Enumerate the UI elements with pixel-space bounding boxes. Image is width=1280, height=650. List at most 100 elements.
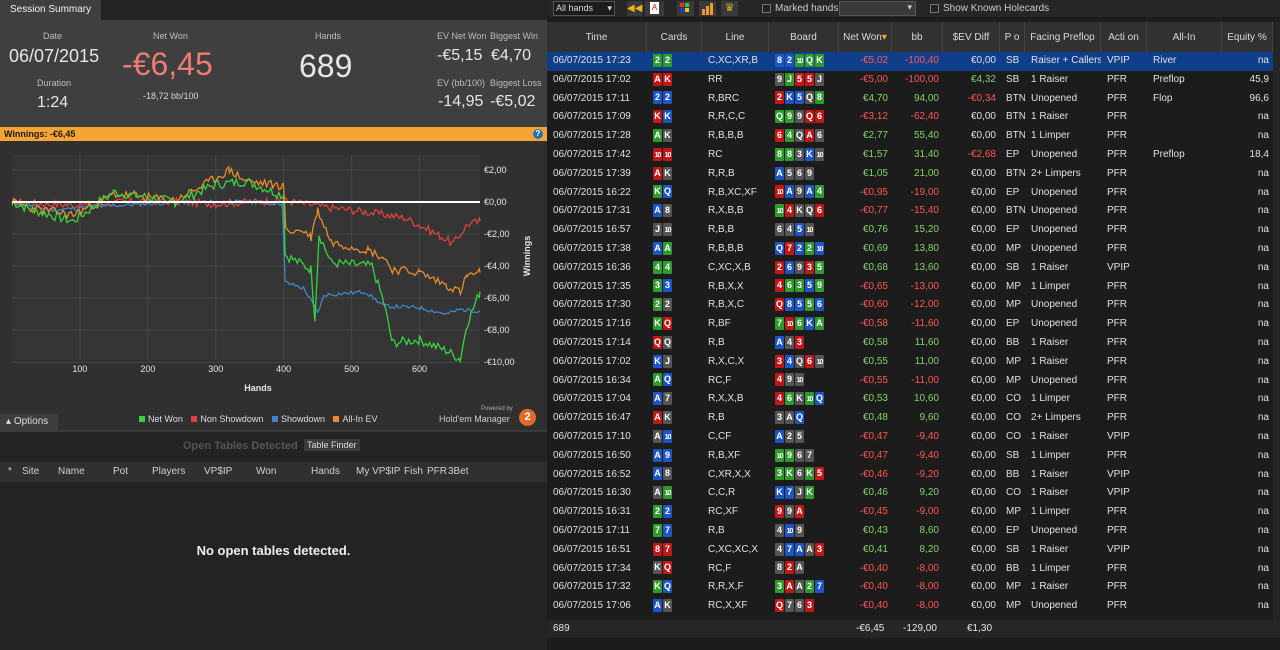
tab-session-summary[interactable]: Session Summary bbox=[0, 0, 102, 20]
options-toggle[interactable]: ▴ Options bbox=[0, 414, 58, 430]
card-icon: 10 bbox=[663, 486, 672, 500]
hand-filter-select[interactable]: All hands ▾ bbox=[553, 1, 615, 16]
hand-row[interactable]: 06/07/2015 17:39 A K R,R,B A 5 6 9 €1,05 21,00 €0,… bbox=[547, 165, 1273, 184]
card-icon: 2 bbox=[653, 505, 662, 519]
open-tables-column-header[interactable]: PFR bbox=[427, 466, 447, 477]
column-header-net[interactable]: Net Won ▾ bbox=[839, 22, 892, 52]
hand-row[interactable]: 06/07/2015 16:22 K Q R,B,XC,XF 10 A 9 A 4 -€0,95-… bbox=[547, 184, 1273, 203]
cell-line: R,B bbox=[708, 525, 725, 536]
hand-row[interactable]: 06/07/2015 17:31 A 8 R,X,B,B 10 4 K Q 6 -€0,77 -15… bbox=[547, 202, 1273, 221]
cell-facing: 1 Limper bbox=[1031, 280, 1070, 292]
hand-row[interactable]: 06/07/2015 17:11 2 2 R,BRC 2 K 5 Q 8 €4,70 94,00 -€… bbox=[547, 90, 1273, 109]
column-header-facing[interactable]: Facing Preflop bbox=[1025, 22, 1101, 52]
legend-allin-ev[interactable]: All-In EV bbox=[333, 414, 378, 424]
card-icon: 9 bbox=[795, 260, 804, 274]
open-tables-column-header[interactable]: Hands bbox=[311, 466, 340, 477]
open-tables-column-header[interactable]: Name bbox=[58, 466, 85, 477]
cell-pos: SB bbox=[1006, 73, 1020, 85]
show-holecards-checkbox[interactable] bbox=[930, 4, 939, 13]
hand-row[interactable]: 06/07/2015 16:34 A Q RC,F 4 9 10 -€0,55 -11,00 €0… bbox=[547, 372, 1273, 391]
hand-row[interactable]: 06/07/2015 17:14 Q Q R,B A 4 3 €0,58 11,60 €0,00 B… bbox=[547, 334, 1273, 353]
trophy-icon[interactable]: ♛ bbox=[721, 1, 738, 16]
hand-row[interactable]: 06/07/2015 16:30 A 10 C,C,R K 7 J K €0,46 9,20 €0,… bbox=[547, 484, 1273, 503]
cell-line: R,B bbox=[708, 412, 725, 424]
open-tables-column-header[interactable]: Pot bbox=[113, 466, 129, 477]
card-icon: K bbox=[775, 486, 784, 500]
open-tables-column-header[interactable]: Won bbox=[256, 466, 277, 477]
column-header-equity[interactable]: Equity % bbox=[1222, 22, 1273, 52]
card-icon: 5 bbox=[785, 166, 794, 180]
hand-row[interactable]: 06/07/2015 16:50 A 9 R,B,XF 10 9 6 7 -€0,47 -9,40… bbox=[547, 447, 1273, 466]
marked-hands-checkbox[interactable] bbox=[762, 4, 771, 13]
column-header-ev[interactable]: $EV Diff bbox=[943, 22, 1000, 52]
column-header-cards[interactable]: Cards bbox=[647, 22, 702, 52]
cell-facing: 1 Limper bbox=[1031, 562, 1070, 574]
hand-row[interactable]: 06/07/2015 17:34 K Q RC,F 8 2 A -€0,40 -8,00 €0,0… bbox=[547, 560, 1273, 579]
cell-action: PFR bbox=[1107, 562, 1127, 574]
hand-row[interactable]: 06/07/2015 17:30 2 2 R,B,X,C Q 8 5 5 6 -€0,60 -12,… bbox=[547, 296, 1273, 315]
column-header-pos[interactable]: P o bbox=[1000, 22, 1025, 52]
vertical-scrollbar[interactable] bbox=[1273, 22, 1280, 638]
cell-pos: SB bbox=[1006, 261, 1020, 273]
hand-row[interactable]: 06/07/2015 17:35 3 3 R,B,X,X 4 6 3 5 9 -€0,65 -13,… bbox=[547, 278, 1273, 297]
open-tables-column-header[interactable]: 3Bet bbox=[448, 466, 469, 477]
hand-row[interactable]: 06/07/2015 16:57 J 10 R,B,B 6 4 5 10 €0,76 15,20 €… bbox=[547, 221, 1273, 240]
marked-hands-select[interactable]: ▾ bbox=[839, 1, 916, 16]
hand-row[interactable]: 06/07/2015 17:04 A 7 R,X,X,B 4 6 K 10 Q €0,53 10,6… bbox=[547, 390, 1273, 409]
hand-row[interactable]: 06/07/2015 17:02 K J R,X,C,X 3 4 Q 6 10 €0,55 11,0… bbox=[547, 353, 1273, 372]
cell-ev: €4,32 bbox=[970, 73, 996, 85]
y-tick-label: -€2,00 bbox=[484, 229, 510, 239]
cell-bb: -11,60 bbox=[911, 318, 939, 330]
bar-chart-icon[interactable] bbox=[699, 1, 716, 16]
cell-allin: River bbox=[1153, 55, 1177, 66]
cell-time: 06/07/2015 17:09 bbox=[553, 111, 631, 123]
open-tables-column-header[interactable]: My VP$IP bbox=[356, 466, 401, 477]
y-tick-label: €2,00 bbox=[484, 165, 507, 175]
cards-icon[interactable]: A bbox=[645, 1, 664, 16]
open-tables-column-header[interactable]: Fish bbox=[404, 466, 423, 477]
column-header-allin[interactable]: All-In bbox=[1147, 22, 1222, 52]
hand-row[interactable]: 06/07/2015 17:11 7 7 R,B 4 10 9 €0,43 8,60 €0,00 E… bbox=[547, 522, 1273, 541]
hand-row[interactable]: 06/07/2015 16:52 A 8 C,XR,X,X 3 K 6 K 5 -€0,46 -9,… bbox=[547, 466, 1273, 485]
legend-showdown[interactable]: Showdown bbox=[271, 414, 325, 424]
open-tables-column-header[interactable]: Players bbox=[152, 466, 186, 477]
horizontal-scrollbar[interactable] bbox=[547, 638, 1273, 650]
hand-row[interactable]: 06/07/2015 17:16 K Q R,BF 7 10 6 K A -€0,58 -11,60… bbox=[547, 315, 1273, 334]
open-tables-column-header[interactable]: VP$IP bbox=[204, 466, 233, 477]
y-axis-label: Winnings bbox=[522, 236, 532, 276]
cell-action: VPIP bbox=[1107, 261, 1130, 273]
open-tables-column-header[interactable]: * bbox=[8, 466, 12, 477]
table-finder-button[interactable]: Table Finder bbox=[304, 439, 360, 451]
cell-time: 06/07/2015 17:23 bbox=[553, 55, 631, 66]
legend-net-won[interactable]: Net Won bbox=[139, 414, 183, 424]
hand-row[interactable]: 06/07/2015 17:10 A 10 C,CF A 2 5 -€0,47 -9,40 €0,… bbox=[547, 428, 1273, 447]
column-header-action[interactable]: Acti on bbox=[1101, 22, 1147, 52]
open-tables-column-header[interactable]: Site bbox=[22, 466, 40, 477]
hand-row[interactable]: 06/07/2015 17:28 A K R,B,B,B 6 4 Q A 6 €2,77 55,40… bbox=[547, 127, 1273, 146]
hand-row[interactable]: 06/07/2015 16:51 8 7 C,XC,XC,X 4 7 A A 3 €0,41 8,2… bbox=[547, 541, 1273, 560]
cell-line: R,BF bbox=[708, 318, 731, 330]
card-icon: Q bbox=[775, 110, 784, 124]
column-header-bb[interactable]: bb bbox=[892, 22, 943, 52]
rewind-icon[interactable]: ◀◀ bbox=[627, 1, 643, 16]
column-header-time[interactable]: Time bbox=[547, 22, 647, 52]
hand-row[interactable]: 06/07/2015 17:42 10 10 RC 8 8 3 K 10 €1,57 31,40 -€… bbox=[547, 146, 1273, 165]
card-icon: 10 bbox=[663, 147, 672, 161]
hand-row[interactable]: 06/07/2015 17:38 A A R,B,B,B Q 7 2 2 10 €0,69 13,8… bbox=[547, 240, 1273, 259]
hand-row[interactable]: 06/07/2015 17:32 K Q R,R,X,F 3 A A 2 7 -€0,40 -8,0… bbox=[547, 578, 1273, 597]
hand-row[interactable]: 06/07/2015 17:23 2 2 C,XC,XR,B 8 2 10 Q K -€5,02-… bbox=[547, 52, 1273, 71]
hand-row[interactable]: 06/07/2015 16:36 4 4 C,XC,X,B 2 6 9 3 5 €0,68 13,6… bbox=[547, 259, 1273, 278]
card-icon: A bbox=[795, 542, 804, 556]
hand-row[interactable]: 06/07/2015 17:02 A K RR 9 J 5 5 J -€5,00 -100,00 €4… bbox=[547, 71, 1273, 90]
winnings-graph: €2,00 €0,00 -€2,00 -€4,00 -€6,00 -€8,00 -€10,0… bbox=[0, 141, 547, 430]
column-header-board[interactable]: Board bbox=[769, 22, 839, 52]
hand-row[interactable]: 06/07/2015 17:06 A K RC,X,XF Q 7 6 3 -€0,40 -8,00… bbox=[547, 597, 1273, 616]
legend-non-showdown[interactable]: Non Showdown bbox=[191, 414, 263, 424]
hand-row[interactable]: 06/07/2015 16:31 2 2 RC,XF 9 9 A -€0,45 -9,00 €0,… bbox=[547, 503, 1273, 522]
column-header-line[interactable]: Line bbox=[702, 22, 769, 52]
help-icon[interactable]: ? bbox=[533, 129, 543, 139]
grid-view-icon[interactable] bbox=[677, 1, 694, 16]
hand-row[interactable]: 06/07/2015 16:47 A K R,B 3 A Q €0,48 9,60 €0,00 CO… bbox=[547, 409, 1273, 428]
hand-row[interactable]: 06/07/2015 17:09 K K R,R,C,C Q 9 9 Q 6 -€3,12 -62,… bbox=[547, 108, 1273, 127]
